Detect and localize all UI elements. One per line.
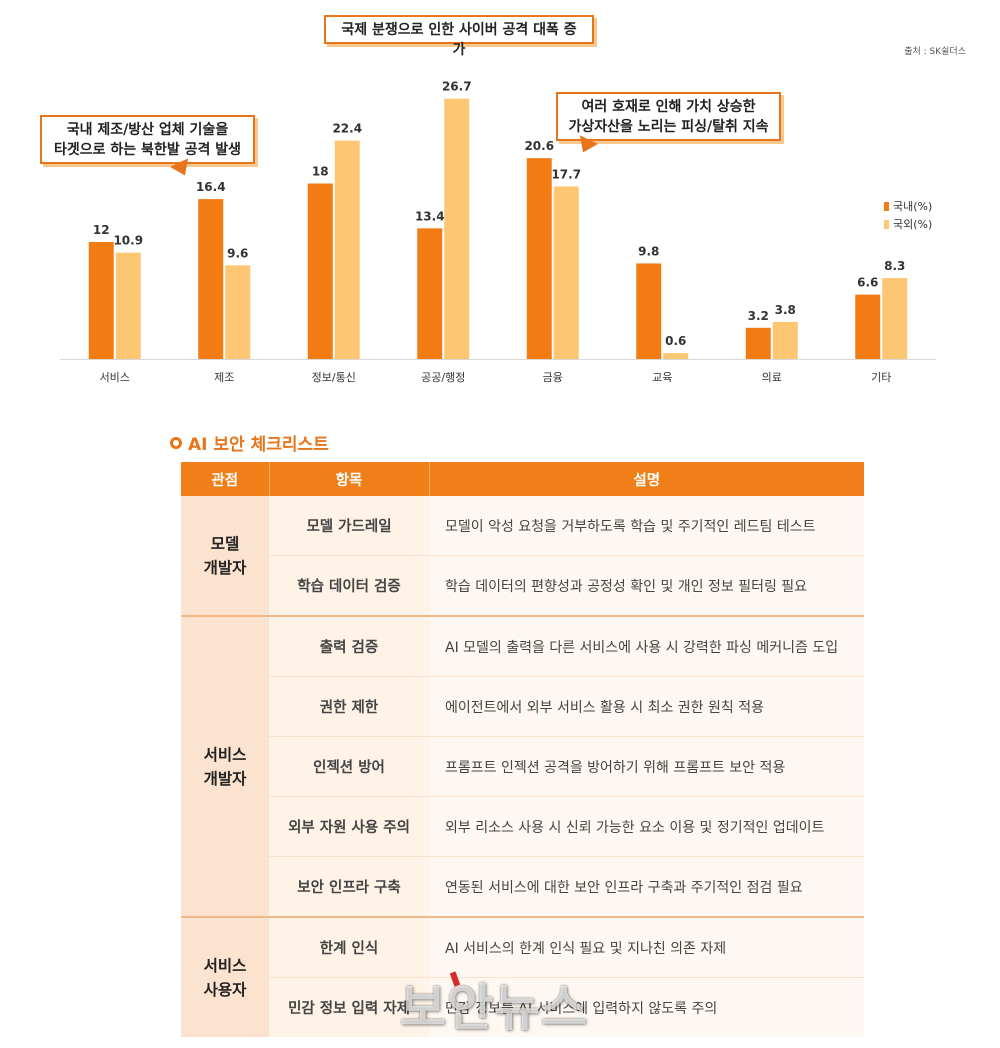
table-header-row: 관점 항목 설명 [181,462,864,496]
table-row: 민감 정보 입력 자제 민감 정보를 AI 서비스에 입력하지 않도록 주의 [181,977,864,1037]
annotation-crypto-phishing: 여러 호재로 인해 가치 상승한 가상자산을 노리는 피싱/탈취 지속 [556,92,781,157]
x-tick-label-1: 제조 [214,371,234,384]
table-row: 서비스 개발자 출력 검증 AI 모델의 출력을 다른 서비스에 사용 시 강력… [181,616,864,918]
bar-overseas-6 [772,321,798,359]
data-label-domestic-0: 12 [93,223,110,237]
group-model-developer: 모델 개발자 [181,496,269,617]
data-label-domestic-1: 16.4 [196,180,226,194]
legend-item-overseas: 국외(%) [884,215,932,233]
x-tick-label-0: 서비스 [100,371,130,384]
row-item: 출력 검증 [269,616,429,677]
data-label-overseas-2: 22.4 [332,122,362,136]
row-item: 한계 인식 [269,917,429,978]
table-row: 보안 인프라 구축 연동된 서비스에 대한 보안 인프라 구축과 주기적인 점검… [181,856,864,918]
row-item: 모델 가드레일 [269,496,429,556]
data-label-overseas-0: 10.9 [113,234,143,248]
group-service-user: 서비스 사용자 [181,917,269,1037]
row-item: 보안 인프라 구축 [269,856,429,918]
bar-domestic-6 [745,327,771,359]
table-row: 권한 제한 에이전트에서 외부 서비스 활용 시 최소 권한 원칙 적용 [181,676,864,737]
x-tick-label-3: 공공/행정 [421,371,465,384]
legend-swatch-domestic [884,201,889,211]
annotation-international-conflict: 국제 분쟁으로 인한 사이버 공격 대폭 증가 [324,15,594,58]
watermark-logo: 보안뉴스 [400,979,588,1037]
bar-overseas-5 [663,353,689,359]
row-item: 민감 정보 입력 자제 [269,977,429,1037]
data-label-domestic-5: 9.8 [638,244,659,258]
row-description: AI 서비스의 한계 인식 필요 및 지나친 의존 자제 [429,917,864,978]
bar-domestic-7 [855,294,881,359]
header-item: 항목 [269,462,430,496]
x-tick-label-5: 교육 [652,371,672,384]
group-service-developer: 서비스 개발자 [181,616,269,918]
row-item: 인젝션 방어 [269,736,429,797]
data-label-overseas-3: 26.7 [442,80,472,94]
data-label-domestic-7: 6.6 [857,276,878,290]
data-label-overseas-7: 8.3 [884,259,905,273]
row-description: 민감 정보를 AI 서비스에 입력하지 않도록 주의 [429,977,864,1037]
header-perspective: 관점 [181,462,270,496]
x-tick-label-2: 정보/통신 [312,371,356,384]
search-icon [170,436,182,449]
table-row: 학습 데이터 검증 학습 데이터의 편향성과 공정성 확인 및 개인 정보 필터… [181,555,864,617]
bar-domestic-2 [307,183,333,359]
data-label-overseas-1: 9.6 [227,246,248,260]
data-label-overseas-4: 17.7 [551,167,581,181]
bar-overseas-1 [225,265,251,359]
bar-overseas-7 [882,278,908,359]
checklist-title: AI 보안 체크리스트 [170,430,329,455]
chart-legend: 국내(%) 국외(%) [884,197,932,233]
header-description: 설명 [429,462,864,496]
source-note: 출처 : SK쉴더스 [904,47,966,57]
data-label-domestic-6: 3.2 [748,309,769,323]
data-label-overseas-5: 0.6 [665,334,686,348]
x-tick-label-4: 금융 [543,371,563,384]
row-description: 연동된 서비스에 대한 보안 인프라 구축과 주기적인 점검 필요 [429,856,864,918]
data-label-overseas-6: 3.8 [775,303,796,317]
bar-domestic-4 [526,158,552,359]
data-label-domestic-3: 13.4 [415,209,445,223]
legend-item-domestic: 국내(%) [884,197,932,215]
x-tick-label-7: 기타 [871,371,891,384]
data-label-domestic-4: 20.6 [524,139,554,153]
table-row: 외부 자원 사용 주의 외부 리소스 사용 시 신뢰 가능한 요소 이용 및 정… [181,796,864,857]
data-label-domestic-2: 18 [312,165,329,179]
table-row: 모델 개발자 모델 가드레일 모델이 악성 요청을 거부하도록 학습 및 주기적… [181,496,864,617]
row-description: AI 모델의 출력을 다른 서비스에 사용 시 강력한 파싱 메커니즘 도입 [429,616,864,677]
row-description: 학습 데이터의 편향성과 공정성 확인 및 개인 정보 필터링 필요 [429,555,864,617]
bar-overseas-3 [444,98,470,360]
row-description: 모델이 악성 요청을 거부하도록 학습 및 주기적인 레드팀 테스트 [429,496,864,556]
annotation-north-korea-attack: 국내 제조/방산 업체 기술을 타겟으로 하는 북한발 공격 발생 [40,115,255,180]
row-item: 권한 제한 [269,676,429,737]
row-description: 프롬프트 인젝션 공격을 방어하기 위해 프롬프트 보안 적용 [429,736,864,797]
row-item: 학습 데이터 검증 [269,555,429,617]
table-row: 인젝션 방어 프롬프트 인젝션 공격을 방어하기 위해 프롬프트 보안 적용 [181,736,864,797]
bar-overseas-4 [553,186,579,359]
row-description: 에이전트에서 외부 서비스 활용 시 최소 권한 원칙 적용 [429,676,864,737]
bar-overseas-2 [334,140,360,359]
table-row: 서비스 사용자 한계 인식 AI 서비스의 한계 인식 필요 및 지나친 의존 … [181,917,864,1037]
bar-domestic-1 [198,199,224,359]
bar-domestic-3 [417,228,443,359]
row-item: 외부 자원 사용 주의 [269,796,429,857]
bar-overseas-0 [115,252,141,359]
bar-domestic-0 [88,242,114,359]
legend-swatch-overseas [884,219,889,229]
x-tick-label-6: 의료 [762,371,782,384]
row-description: 외부 리소스 사용 시 신뢰 가능한 요소 이용 및 정기적인 업데이트 [429,796,864,857]
ai-security-checklist-table: 관점 항목 설명 모델 개발자 모델 가드레일 모델이 악성 요청을 거부하도록… [181,462,864,1037]
bar-domestic-5 [636,263,662,359]
